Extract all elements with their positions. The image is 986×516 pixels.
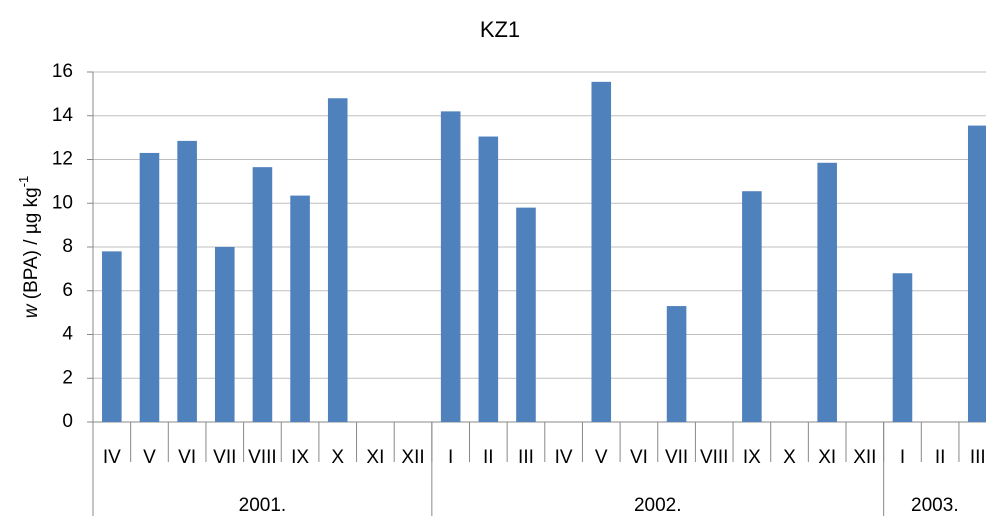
x-tick-label: XI	[366, 447, 384, 468]
bar	[440, 111, 461, 422]
x-tick-label: IV	[103, 447, 121, 468]
x-tick-label: VIII	[248, 447, 277, 468]
x-tick-label: I	[900, 447, 905, 468]
y-tick-label: 16	[52, 61, 73, 82]
x-tick-label: VI	[178, 447, 196, 468]
y-tick-label: 8	[62, 236, 73, 257]
bar	[967, 125, 986, 422]
y-tick-label: 10	[52, 192, 73, 213]
y-tick-label: 2	[62, 367, 73, 388]
x-tick-label: VII	[213, 447, 236, 468]
group-label: 2002.	[634, 495, 682, 516]
bar	[290, 195, 310, 422]
x-tick-label: III	[970, 447, 986, 468]
x-tick-label: XII	[401, 447, 424, 468]
bar	[742, 191, 762, 422]
bar	[252, 167, 273, 422]
bar	[478, 136, 499, 422]
bar	[327, 98, 348, 422]
x-tick-label: IX	[743, 447, 761, 468]
bar	[516, 207, 536, 422]
y-label-var: w	[21, 303, 42, 318]
x-tick-label: III	[518, 447, 534, 468]
x-tick-label: V	[143, 447, 156, 468]
x-tick-label: X	[783, 447, 796, 468]
x-tick-label: X	[331, 447, 344, 468]
y-tick-label: 12	[52, 149, 73, 170]
x-tick-label: V	[595, 447, 608, 468]
x-tick-label: IX	[291, 447, 309, 468]
x-tick-label: VI	[630, 447, 648, 468]
y-label-sup: -1	[16, 176, 31, 188]
x-tick-label: IV	[555, 447, 573, 468]
x-tick-label: VIII	[700, 447, 729, 468]
bar	[666, 306, 687, 422]
y-axis-label: w (BPA) / µg kg-1	[16, 176, 42, 319]
bar	[177, 140, 197, 422]
y-tick-label: 0	[62, 411, 73, 432]
x-tick-label: XII	[853, 447, 876, 468]
x-tick-label: I	[448, 447, 453, 468]
x-tick-label: VII	[665, 447, 688, 468]
y-tick-label: 6	[62, 280, 73, 301]
x-tick-label: II	[483, 447, 494, 468]
x-tick-label: II	[935, 447, 946, 468]
group-label: 2001.	[239, 495, 287, 516]
bar	[591, 81, 612, 422]
chart-title: KZ1	[480, 17, 520, 42]
group-label: 2003.	[911, 495, 959, 516]
bar	[214, 247, 235, 422]
y-label-text: (BPA) / µg kg	[21, 187, 42, 304]
x-tick-label: XI	[818, 447, 836, 468]
y-tick-label: 4	[62, 324, 73, 345]
bar	[817, 162, 837, 422]
y-tick-label: 14	[52, 105, 74, 126]
bar	[892, 273, 913, 422]
bar	[139, 152, 160, 422]
bar	[102, 251, 122, 422]
